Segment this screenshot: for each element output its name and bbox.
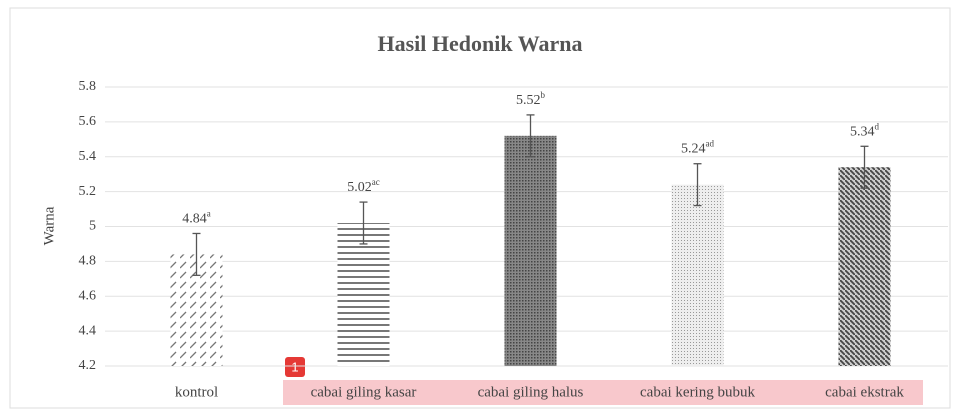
- x-tick-label: cabai giling kasar: [311, 384, 417, 400]
- value-label: 5.24ad: [681, 139, 714, 157]
- bar: [504, 135, 557, 366]
- y-tick-label: 5: [89, 219, 96, 234]
- error-bar: [192, 232, 201, 276]
- annotation-label: 1: [291, 359, 298, 374]
- y-tick-label: 4.4: [79, 323, 97, 338]
- y-tick-label: 4.6: [79, 288, 97, 303]
- chart-title: Hasil Hedonik Warna: [378, 31, 583, 56]
- value-number: 5.02: [347, 180, 372, 195]
- value-number: 5.34: [850, 125, 875, 140]
- value-superscript: ad: [706, 139, 715, 149]
- x-tick-label: cabai giling halus: [478, 384, 584, 400]
- y-tick-label: 5.6: [79, 114, 97, 129]
- y-axis-label: Warna: [41, 206, 57, 245]
- error-bar: [860, 145, 869, 189]
- bar: [671, 184, 724, 366]
- y-tick-label: 5.4: [79, 149, 97, 164]
- y-tick-label: 5.8: [79, 79, 97, 94]
- value-number: 4.84: [182, 212, 207, 227]
- error-bar: [526, 114, 535, 158]
- value-label: 4.84a: [182, 209, 211, 227]
- highlight: [283, 380, 923, 405]
- error-bar: [693, 163, 702, 207]
- annotation-badge: [285, 357, 305, 377]
- bar: [838, 167, 891, 366]
- value-label: 5.52b: [516, 90, 546, 108]
- value-number: 5.52: [516, 93, 541, 108]
- bar: [337, 223, 390, 366]
- value-label: 5.34d: [850, 121, 880, 139]
- y-tick-label: 4.2: [79, 358, 97, 373]
- value-superscript: d: [875, 121, 880, 131]
- value-label: 5.02ac: [347, 177, 380, 195]
- x-tick-label: cabai ekstrak: [825, 384, 904, 400]
- y-tick-label: 5.2: [79, 184, 97, 199]
- x-tick-label: cabai kering bubuk: [640, 384, 755, 400]
- value-superscript: b: [541, 90, 546, 100]
- error-bar: [359, 201, 368, 245]
- value-superscript: a: [207, 209, 211, 219]
- value-superscript: ac: [372, 177, 380, 187]
- y-tick-label: 4.8: [79, 254, 97, 269]
- value-number: 5.24: [681, 142, 706, 157]
- x-tick-label: kontrol: [175, 384, 218, 400]
- chart-border: [9, 7, 951, 409]
